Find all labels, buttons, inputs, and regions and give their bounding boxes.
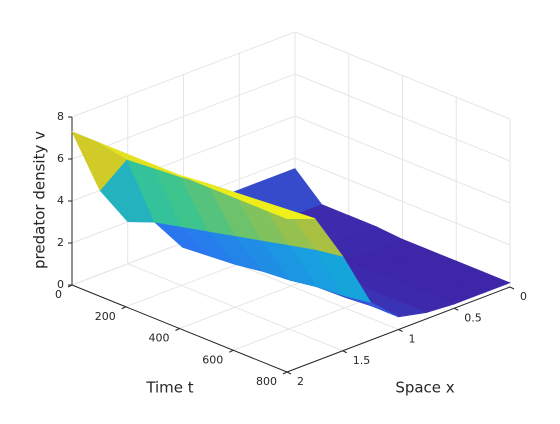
grid-line	[127, 263, 343, 352]
y-tick-label: 0	[520, 290, 527, 303]
z-tick-label: 6	[57, 152, 64, 165]
x-tick-label: 400	[149, 332, 170, 345]
y-tick-label: 0.5	[464, 311, 482, 324]
tick-mark	[282, 371, 288, 375]
z-tick-label: 2	[57, 236, 64, 249]
tick-mark	[342, 350, 347, 354]
x-tick-label: 800	[256, 375, 277, 388]
x-tick-label: 200	[95, 310, 116, 323]
y-tick-label: 2	[297, 375, 304, 388]
z-axis-label: predator density v	[31, 131, 49, 269]
tick-mark	[398, 329, 403, 332]
x-tick-label: 600	[202, 353, 223, 366]
tick-mark	[121, 306, 126, 310]
y-tick-label: 1.5	[353, 354, 371, 367]
tick-mark	[175, 328, 180, 331]
y-axis-label: Space x	[395, 379, 454, 397]
z-tick-label: 8	[57, 110, 64, 123]
x-axis-label: Time t	[145, 379, 193, 397]
tick-mark	[286, 371, 292, 375]
tick-mark	[229, 349, 234, 353]
surface-patch	[260, 207, 315, 220]
x-tick-label: 0	[55, 288, 62, 301]
tick-mark	[509, 286, 515, 290]
tick-mark	[454, 307, 459, 311]
y-tick-label: 1	[409, 333, 416, 346]
z-tick-label: 4	[57, 194, 64, 207]
z-tick-label: 0	[57, 278, 64, 291]
